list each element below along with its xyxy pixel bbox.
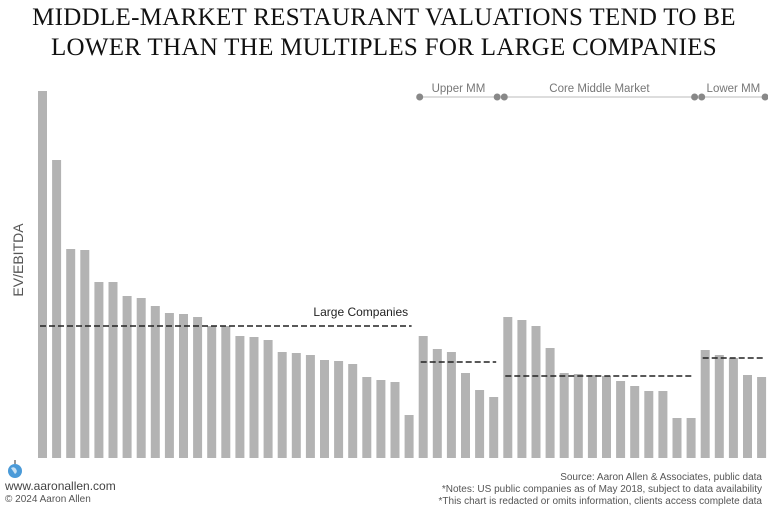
chart-title-line-1: MIDDLE-MARKET RESTAURANT VALUATIONS TEND… bbox=[32, 4, 736, 31]
y-axis-label: EV/EBITDA bbox=[10, 223, 26, 297]
bar bbox=[320, 360, 329, 458]
bar bbox=[686, 418, 696, 458]
bar bbox=[587, 375, 597, 458]
globe-logo-icon bbox=[7, 458, 23, 478]
bar bbox=[52, 160, 62, 458]
segment-bracket-dot bbox=[416, 93, 424, 101]
bar bbox=[545, 348, 555, 458]
bar bbox=[700, 350, 710, 458]
bar bbox=[277, 352, 287, 458]
bar bbox=[475, 390, 485, 458]
bar bbox=[602, 376, 611, 458]
bar bbox=[714, 355, 724, 458]
bar bbox=[376, 380, 386, 458]
bar bbox=[249, 337, 259, 458]
segment-label: Lower MM bbox=[707, 83, 761, 95]
segment-bracket-dot bbox=[500, 93, 508, 101]
bar bbox=[108, 282, 118, 458]
bar bbox=[263, 340, 273, 458]
segment-bracket-dot bbox=[698, 93, 706, 101]
bar bbox=[66, 249, 76, 458]
bar bbox=[489, 397, 499, 458]
bar bbox=[221, 326, 231, 458]
bar bbox=[207, 326, 217, 458]
bar bbox=[404, 415, 414, 458]
bar bbox=[573, 374, 583, 458]
bar bbox=[517, 320, 527, 458]
bar bbox=[728, 358, 738, 458]
bar bbox=[38, 91, 47, 458]
bar bbox=[150, 306, 160, 458]
group-label: Large Companies bbox=[313, 305, 408, 319]
bar bbox=[503, 317, 513, 458]
bar bbox=[235, 336, 245, 458]
notes: *Notes: US public companies as of May 20… bbox=[441, 484, 762, 495]
bar bbox=[461, 373, 470, 458]
chart-title-line-2: LOWER THAN THE MULTIPLES FOR LARGE COMPA… bbox=[50, 34, 718, 61]
bar bbox=[94, 282, 104, 458]
bar bbox=[616, 381, 626, 458]
bar bbox=[179, 314, 188, 458]
bar bbox=[446, 352, 456, 458]
bar bbox=[362, 377, 372, 458]
bar bbox=[80, 250, 90, 458]
bar bbox=[305, 355, 315, 458]
bar bbox=[559, 373, 569, 458]
bar bbox=[193, 317, 203, 458]
bar bbox=[418, 336, 428, 458]
bar bbox=[291, 353, 301, 458]
bar bbox=[531, 326, 541, 458]
source-note: Source: Aaron Allen & Associates, public… bbox=[560, 472, 762, 483]
bar bbox=[390, 382, 400, 458]
copyright: © 2024 Aaron Allen bbox=[5, 494, 91, 505]
bar bbox=[122, 296, 132, 458]
bar bbox=[630, 386, 640, 458]
bar bbox=[644, 391, 654, 458]
segment-bracket-dot bbox=[761, 93, 768, 101]
segment-label: Upper MM bbox=[432, 83, 486, 95]
bar bbox=[672, 418, 682, 458]
segment-label: Core Middle Market bbox=[549, 83, 650, 95]
segment-bracket-dot bbox=[691, 93, 699, 101]
bar bbox=[334, 361, 344, 458]
bar bbox=[432, 349, 442, 458]
bar bbox=[348, 364, 358, 458]
bar bbox=[743, 375, 752, 458]
segment-bracket-dot bbox=[493, 93, 501, 101]
bar bbox=[136, 298, 146, 458]
bar bbox=[757, 377, 767, 458]
bar bbox=[658, 391, 668, 458]
bar bbox=[164, 313, 174, 458]
website-link[interactable]: www.aaronallen.com bbox=[5, 479, 116, 493]
disclaimer: *This chart is redacted or omits informa… bbox=[438, 496, 762, 507]
